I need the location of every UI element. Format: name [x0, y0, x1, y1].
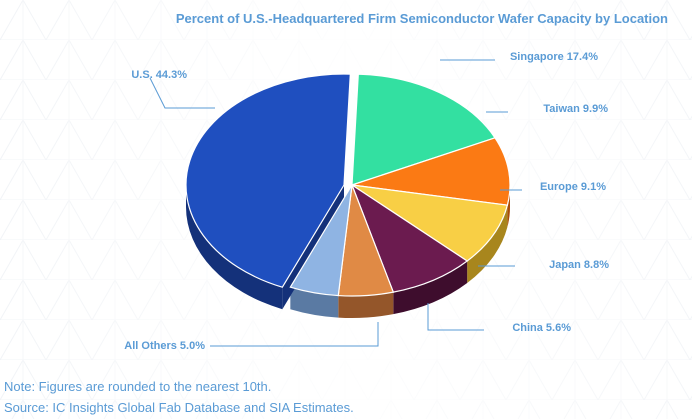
pie-side-china: [338, 292, 394, 318]
data-label-taiwan: Taiwan 9.9%: [543, 103, 608, 115]
leader-line-china: [427, 303, 484, 331]
source-note: Source: IC Insights Global Fab Database …: [4, 400, 354, 415]
pie-side-europe: [467, 205, 508, 283]
data-label-singapore: Singapore 17.4%: [510, 51, 598, 63]
data-label-europe: Europe 9.1%: [540, 181, 606, 193]
data-label-all-others: All Others 5.0%: [124, 340, 205, 352]
pie-slice-europe: [351, 184, 509, 262]
data-label-u-s-: U.S. 44.3%: [131, 69, 187, 81]
pie-slice-all-others: [289, 184, 353, 297]
pie-side-japan: [393, 260, 468, 315]
leader-line-all-others: [210, 322, 379, 347]
pie-side-u-s-: [186, 185, 283, 310]
data-label-japan: Japan 8.8%: [549, 259, 609, 271]
pie-slice-u-s-: [185, 73, 351, 288]
rounding-note: Note: Figures are rounded to the nearest…: [4, 379, 272, 394]
pie-slice-japan: [350, 183, 469, 293]
pie-slice-taiwan: [351, 137, 511, 206]
pie-sides: [186, 185, 510, 318]
pie-slice-singapore: [351, 73, 496, 186]
data-label-china: China 5.6%: [512, 322, 571, 334]
chart-title: Percent of U.S.-Headquartered Firm Semic…: [175, 11, 668, 26]
pie-tops: [185, 73, 511, 297]
leader-line-u-s-: [149, 77, 215, 109]
pie-labels: U.S. 44.3% Singapore 17.4% Taiwan 9.9% Euro…: [124, 51, 609, 352]
